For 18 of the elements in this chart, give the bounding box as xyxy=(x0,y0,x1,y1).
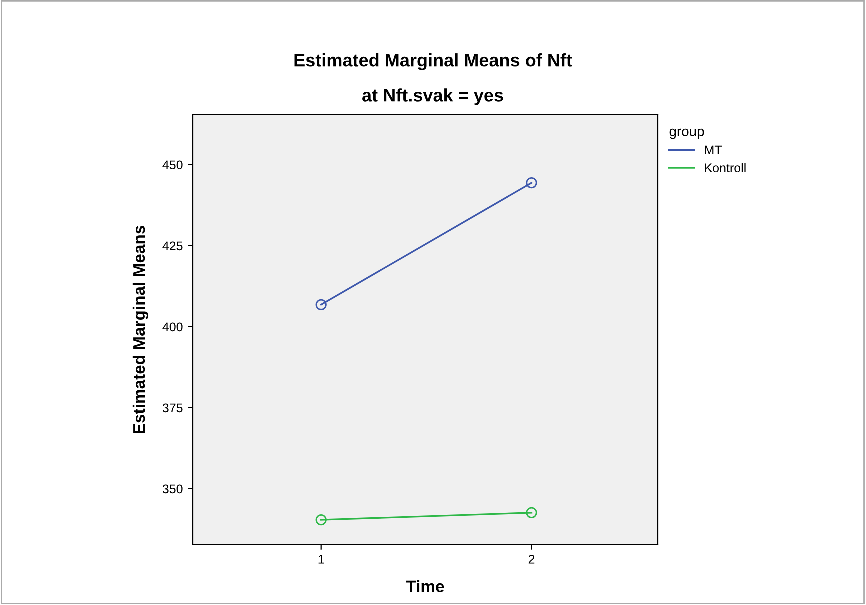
y-tick-label: 425 xyxy=(162,242,183,251)
point xyxy=(316,514,327,526)
legend-label: Kontroll xyxy=(705,163,746,173)
y-tick-label: 450 xyxy=(162,160,183,170)
chart-subtitle: at Nft.svak = yes xyxy=(362,88,504,106)
legend-label: MT xyxy=(705,146,722,155)
x-axis-title: Time xyxy=(406,580,444,593)
chart-title: Estimated Marginal Means of Nft xyxy=(294,54,572,70)
point xyxy=(526,507,538,518)
y-tick-label: 400 xyxy=(162,322,183,332)
point xyxy=(316,299,327,310)
x-tick-label: 1 xyxy=(318,555,324,564)
point xyxy=(526,177,538,189)
y-tick-label: 375 xyxy=(162,404,183,413)
legend-title: group xyxy=(670,128,704,140)
y-tick-label: 350 xyxy=(162,484,183,494)
x-tick-label: 2 xyxy=(528,555,535,564)
y-axis-title: Estimated Marginal Means xyxy=(132,226,149,434)
